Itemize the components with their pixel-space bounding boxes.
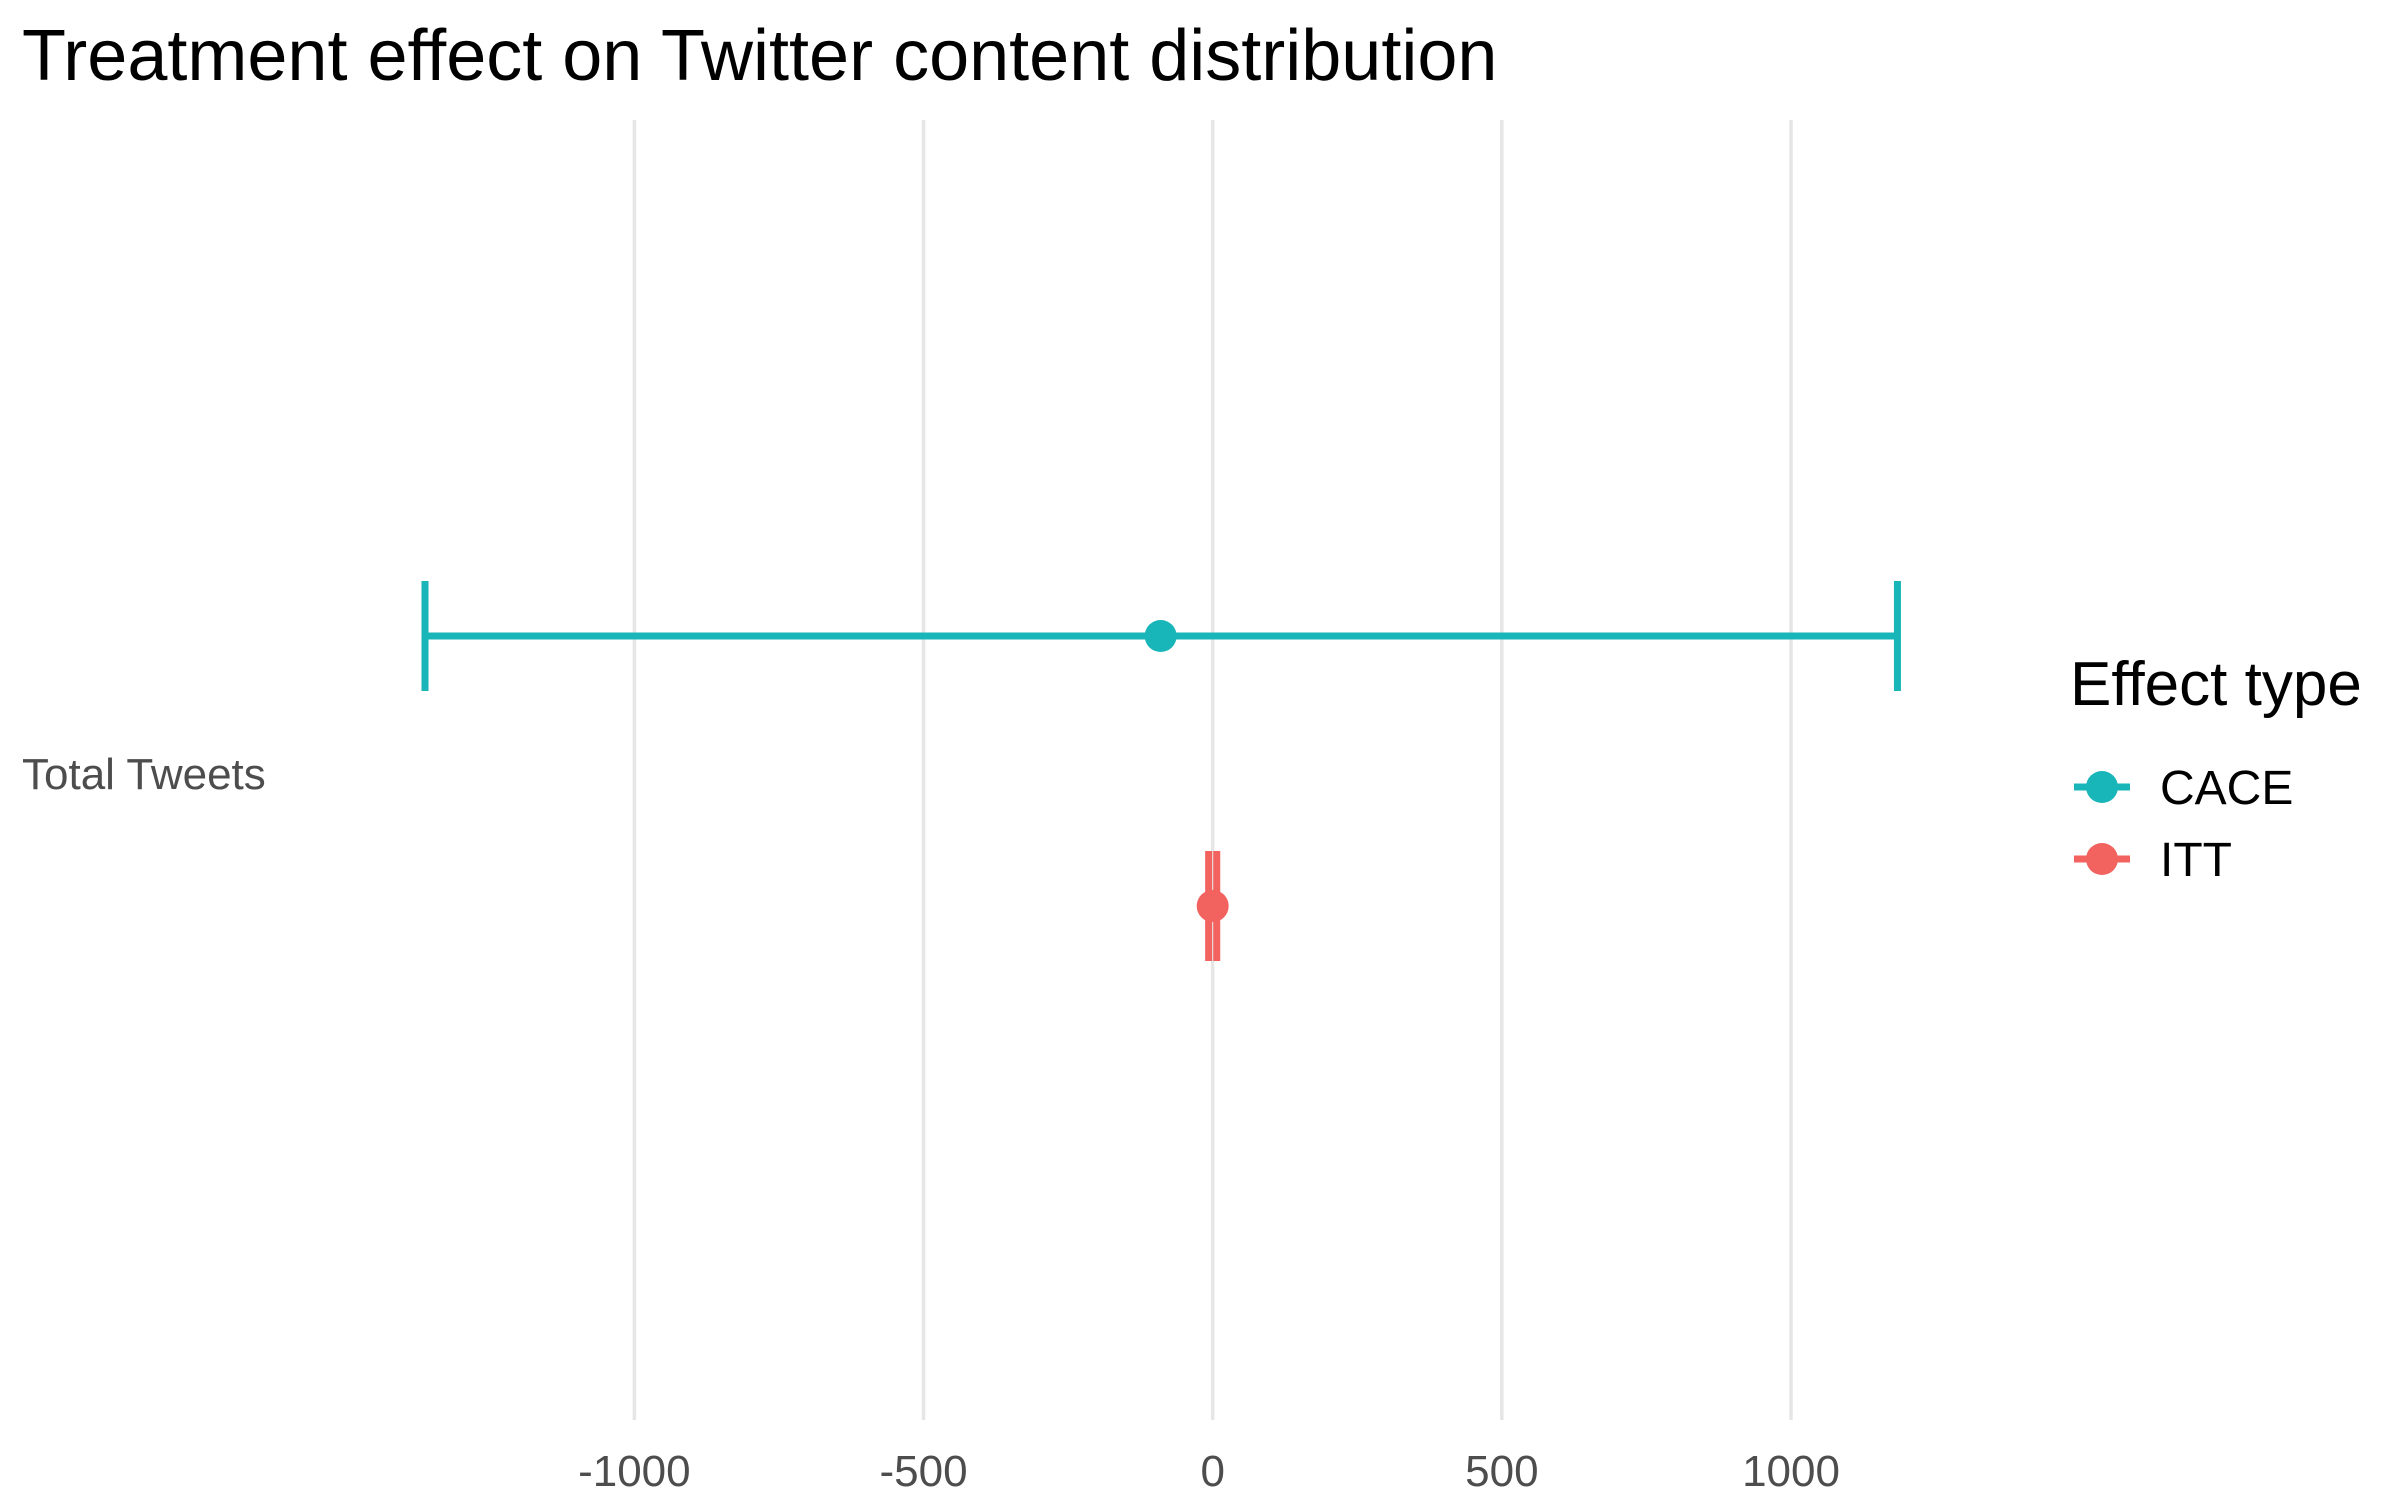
legend-entries: CACE ITT <box>2074 762 2293 887</box>
chart-title: Treatment effect on Twitter content dist… <box>22 16 1497 96</box>
estimate-point <box>1144 620 1177 652</box>
x-tick-label: -1000 <box>578 1447 691 1496</box>
x-tick-label: 0 <box>1200 1447 1224 1496</box>
legend-title: Effect type <box>2070 650 2362 719</box>
legend-entry-itt: ITT <box>2074 834 2232 887</box>
y-category-label: Total Tweets <box>22 750 266 799</box>
series-cace <box>421 581 1901 691</box>
legend-entry-cace: CACE <box>2074 762 2293 815</box>
gridlines <box>632 120 1793 1420</box>
x-tick-label: -500 <box>879 1447 967 1496</box>
legend-label: CACE <box>2160 762 2293 815</box>
series-layer <box>421 581 1901 961</box>
legend: Effect type CACE ITT <box>2070 650 2362 887</box>
x-axis-ticks: -1000 -500 0 500 1000 <box>578 1447 1840 1496</box>
legend-label: ITT <box>2160 834 2232 887</box>
x-tick-label: 500 <box>1465 1447 1538 1496</box>
estimate-point <box>1196 890 1229 922</box>
legend-key-point <box>2086 771 2118 803</box>
series-itt <box>1196 851 1229 961</box>
legend-key-point <box>2086 843 2118 875</box>
x-tick-label: 1000 <box>1742 1447 1840 1496</box>
